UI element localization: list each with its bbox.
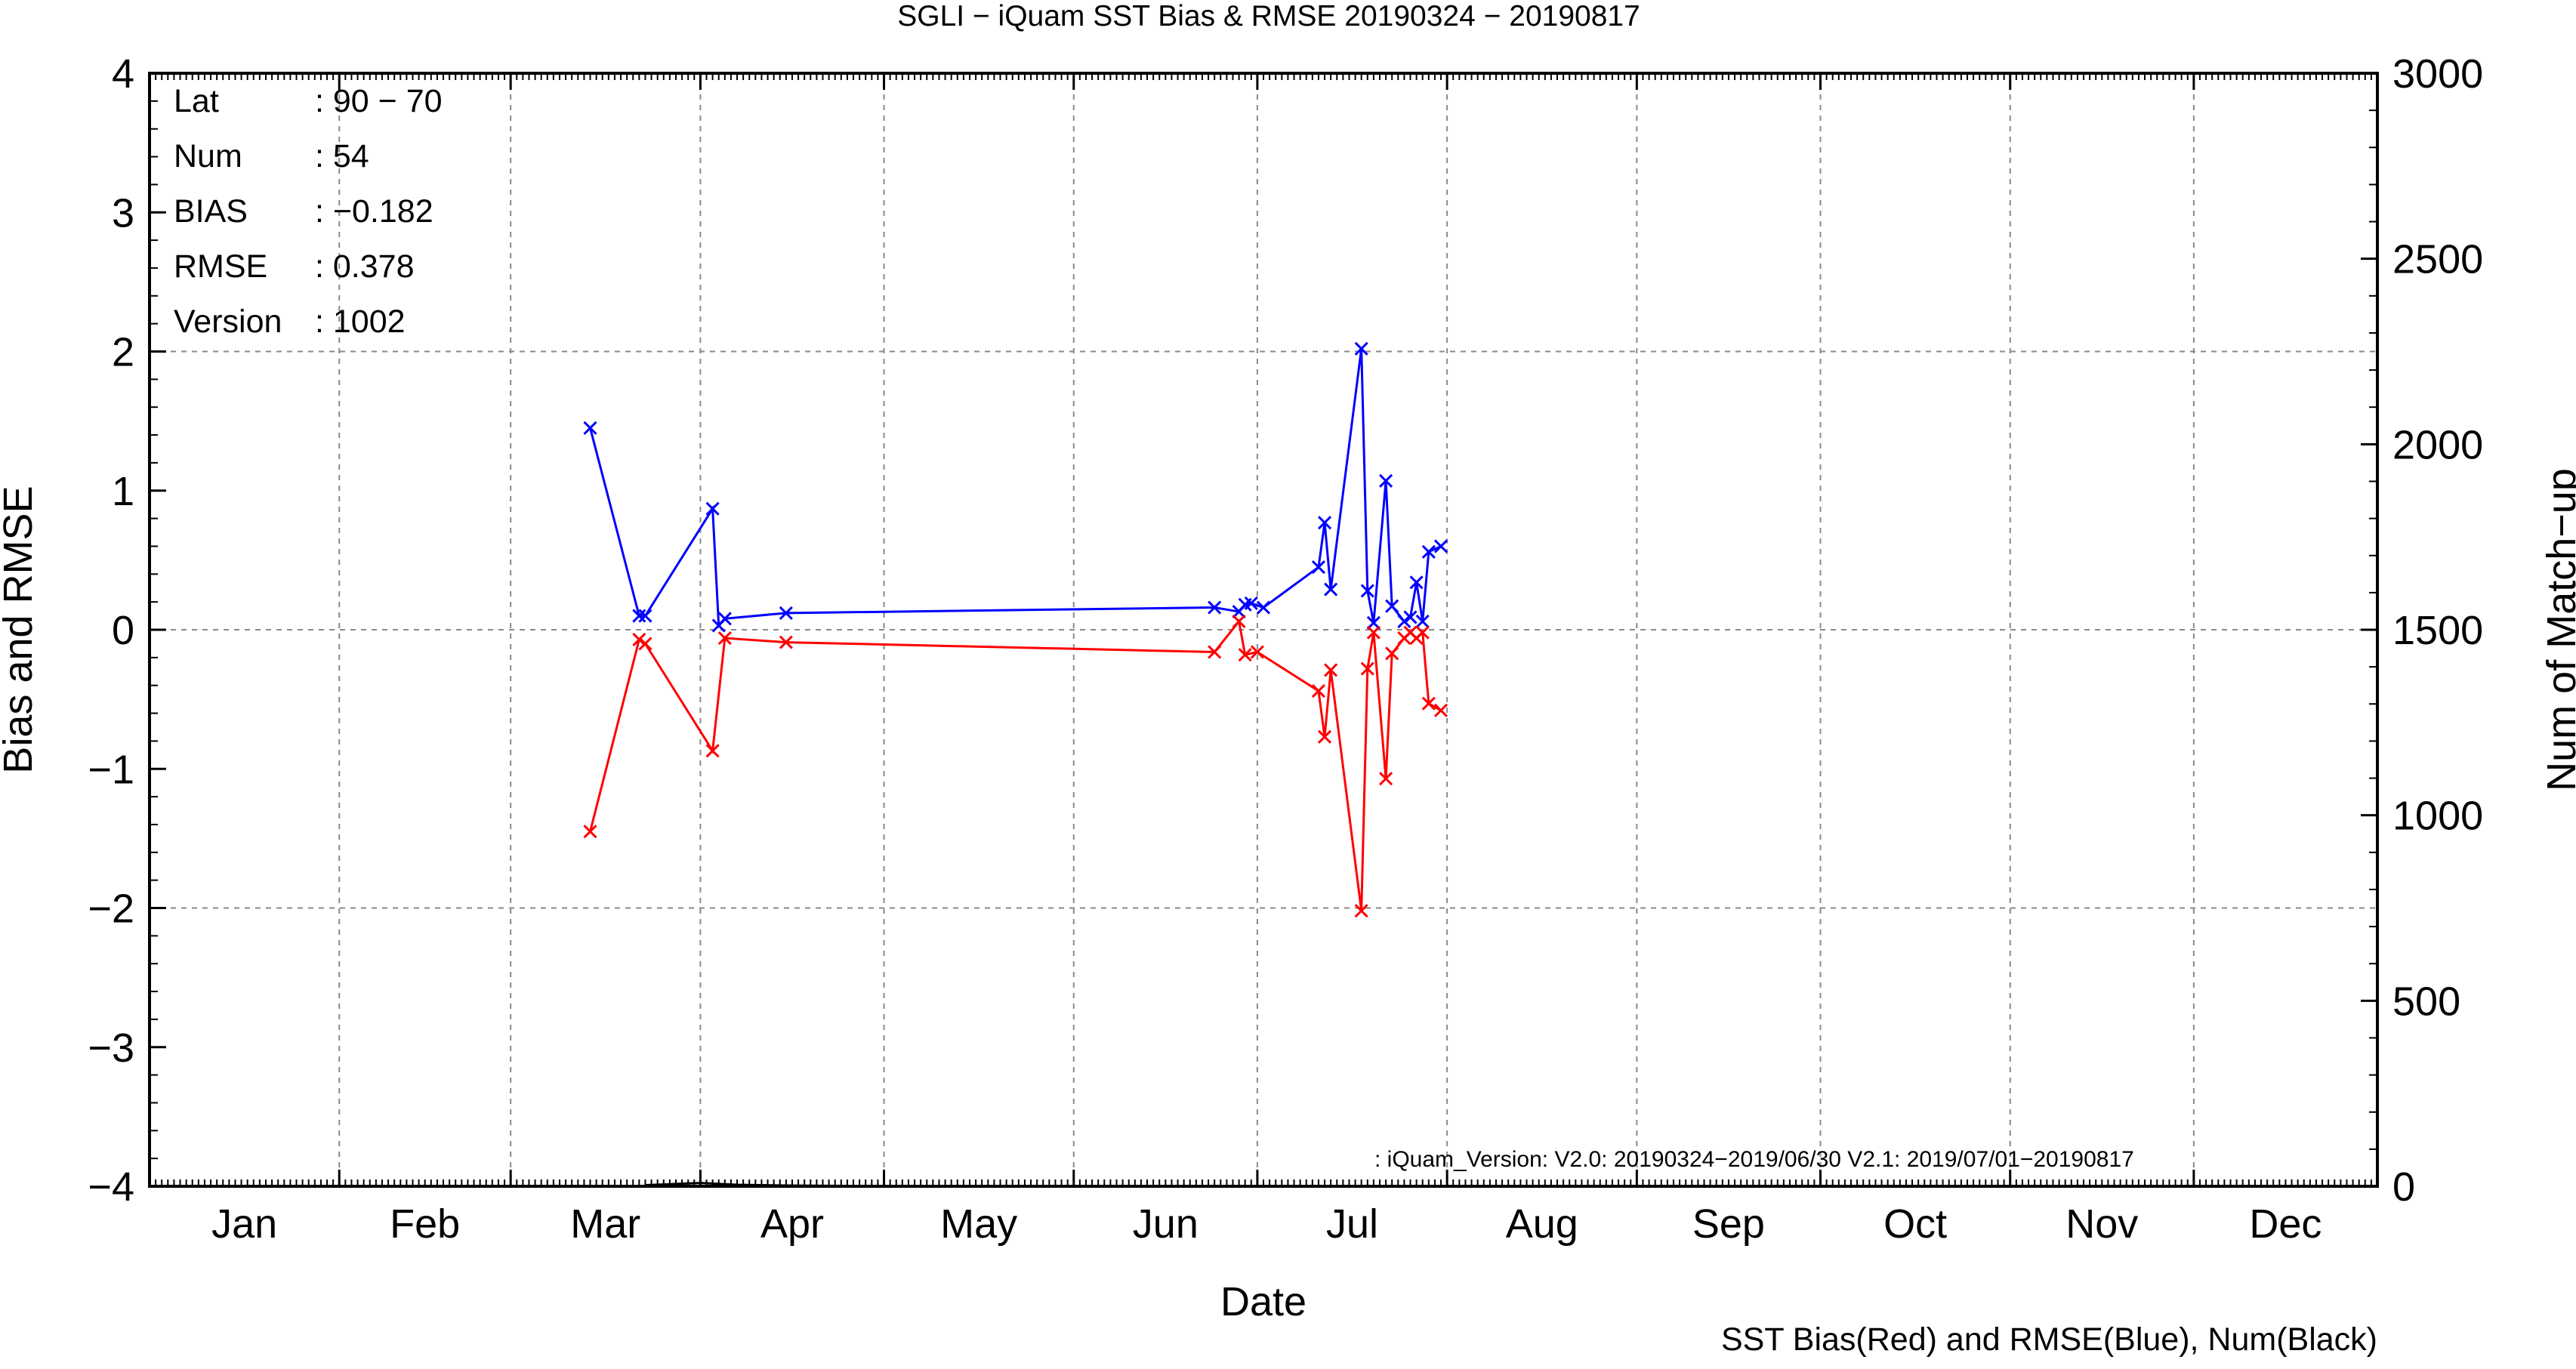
x-tick-label: May <box>940 1201 1017 1247</box>
data-point <box>779 606 793 620</box>
data-point <box>1385 599 1399 613</box>
data-point <box>1433 539 1448 553</box>
chart-title: SGLI − iQuam SST Bias & RMSE 20190324 − … <box>897 0 1640 32</box>
data-point <box>1415 625 1430 640</box>
data-point <box>1311 560 1326 575</box>
x-axis-ticks: Jan Feb Mar Apr May Jun Jul Aug Sep Oct Nov Dec <box>211 1201 2321 1247</box>
x-tick-label: Aug <box>1506 1201 1578 1247</box>
y-tick-label: 0 <box>112 608 134 653</box>
data-point <box>638 637 652 651</box>
data-point <box>1415 614 1430 629</box>
data-point <box>632 609 646 623</box>
data-point <box>1324 582 1338 597</box>
y2-tick-label: 0 <box>2392 1164 2415 1210</box>
y2-axis-ticks: 3000 2500 2000 1500 1000 500 0 <box>2361 51 2483 1210</box>
y-tick-label: 4 <box>112 51 134 97</box>
data-point <box>1385 646 1399 661</box>
data-point <box>1409 575 1424 590</box>
data-point <box>583 825 597 839</box>
y2-tick-label: 1000 <box>2392 794 2483 839</box>
data-point <box>1208 600 1222 615</box>
data-point <box>1232 614 1246 629</box>
data-point <box>1256 600 1271 615</box>
data-point <box>1324 663 1338 677</box>
y-tick-label: 1 <box>112 469 134 514</box>
y2-tick-label: 500 <box>2392 979 2460 1024</box>
x-tick-label: Dec <box>2249 1201 2321 1247</box>
data-point <box>1379 772 1393 786</box>
series-line <box>645 1182 1251 1188</box>
stat-label: RMSE <box>174 248 267 285</box>
data-point <box>705 501 720 516</box>
stat-value: : 0.378 <box>315 248 415 285</box>
y-tick-label: −3 <box>88 1025 134 1071</box>
stats-box: Lat : 90 − 70 Num : 54 BIAS : −0.182 RMSE : 0.3… <box>174 83 443 340</box>
y-tick-label: 3 <box>112 190 134 236</box>
data-point <box>1433 703 1448 717</box>
grid <box>150 73 2377 1186</box>
y-axis-ticks: 4 3 2 1 0 −1 −2 −3 −4 <box>88 51 166 1210</box>
x-tick-label: Jan <box>211 1201 277 1247</box>
y-tick-label: −1 <box>88 747 134 792</box>
y2-tick-label: 2500 <box>2392 237 2483 282</box>
data-point <box>1354 904 1368 918</box>
stat-label: Lat <box>174 83 219 119</box>
x-tick-label: Oct <box>1883 1201 1947 1247</box>
series-line <box>589 618 1442 911</box>
x-tick-label: Jul <box>1326 1201 1378 1247</box>
y2-axis-title: Num of Match−up <box>2539 468 2576 791</box>
y-axis-title: Bias and RMSE <box>0 486 41 773</box>
data-point <box>705 744 720 758</box>
data-point <box>1397 614 1411 629</box>
stat-value: : 90 − 70 <box>315 83 443 119</box>
data-point <box>632 632 646 646</box>
data-point <box>1366 615 1381 630</box>
x-tick-label: Sep <box>1692 1201 1765 1247</box>
y-tick-label: −2 <box>88 886 134 932</box>
data-point <box>779 635 793 649</box>
data-point <box>1208 645 1222 659</box>
data-point <box>1317 516 1332 530</box>
stat-value: : 1002 <box>315 304 406 340</box>
series-line <box>589 348 1442 629</box>
footer-legend: SST Bias(Red) and RMSE(Blue), Num(Black) <box>1721 1321 2377 1358</box>
data-point <box>717 612 732 626</box>
series-layer <box>583 341 1448 1188</box>
data-point <box>1360 661 1374 676</box>
y-tick-label: −4 <box>88 1164 134 1210</box>
stat-label: Num <box>174 138 242 174</box>
data-point <box>1366 625 1381 640</box>
data-point <box>1403 610 1418 624</box>
x-axis-title: Date <box>1220 1279 1307 1324</box>
data-point <box>1250 645 1264 659</box>
data-point <box>1311 684 1326 698</box>
x-tick-label: Mar <box>570 1201 640 1247</box>
data-point <box>583 421 597 435</box>
y2-tick-label: 2000 <box>2392 422 2483 467</box>
y2-tick-label: 3000 <box>2392 51 2483 97</box>
stat-value: : −0.182 <box>315 193 433 230</box>
data-point <box>1238 648 1252 662</box>
y-tick-label: 2 <box>112 330 134 375</box>
stat-label: Version <box>174 304 282 340</box>
data-point <box>1317 729 1332 744</box>
iquam-version-note: : iQuam_Version: V2.0: 20190324−2019/06/… <box>1374 1147 2134 1172</box>
y2-tick-label: 1500 <box>2392 608 2483 653</box>
data-point <box>1244 596 1258 611</box>
stat-label: BIAS <box>174 193 248 230</box>
data-point <box>1421 696 1436 711</box>
x-tick-label: Nov <box>2065 1201 2138 1247</box>
data-point <box>1354 341 1368 356</box>
data-point <box>1360 584 1374 598</box>
data-point <box>1379 473 1393 488</box>
data-point <box>1421 544 1436 559</box>
x-tick-label: Feb <box>390 1201 460 1247</box>
data-point <box>717 631 732 646</box>
x-tick-label: Apr <box>760 1201 824 1247</box>
x-tick-label: Jun <box>1133 1201 1199 1247</box>
data-point <box>638 609 652 623</box>
stat-value: : 54 <box>315 138 369 174</box>
